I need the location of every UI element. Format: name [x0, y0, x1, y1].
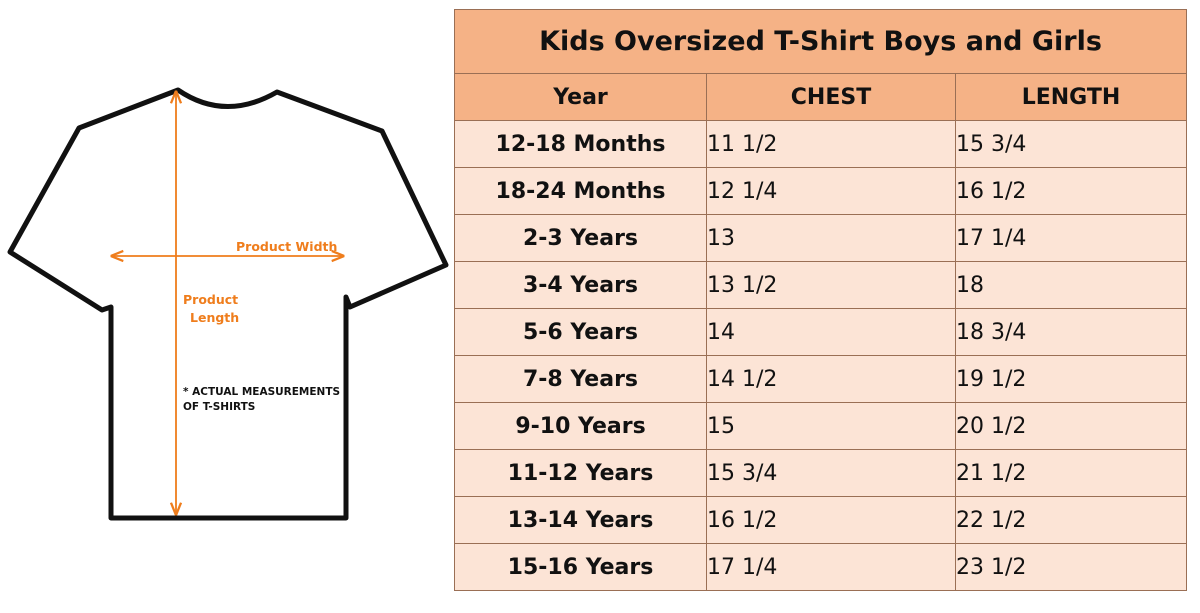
year-cell: 18-24 Months	[454, 167, 707, 215]
chest-cell: 17 1/4	[706, 543, 956, 591]
length-cell: 17 1/4	[954, 214, 1188, 262]
table-row: 11-12 Years 15 3/4 21 1/2	[454, 449, 1188, 497]
header-year: Year	[454, 73, 707, 121]
year-cell: 9-10 Years	[454, 402, 707, 450]
size-chart-table: Kids Oversized T-Shirt Boys and Girls Ye…	[453, 9, 1188, 591]
table-row: 7-8 Years 14 1/2 19 1/2	[454, 355, 1188, 403]
chest-cell: 12 1/4	[706, 167, 956, 215]
chest-cell: 15 3/4	[706, 449, 956, 497]
table-row: 15-16 Years 17 1/4 23 1/2	[454, 543, 1188, 591]
year-cell: 3-4 Years	[454, 261, 707, 309]
length-cell: 19 1/2	[954, 355, 1188, 403]
t-shirt-diagram: Product Width Product Length * ACTUAL ME…	[0, 0, 450, 608]
table-title: Kids Oversized T-Shirt Boys and Girls	[453, 9, 1188, 74]
year-cell: 5-6 Years	[454, 308, 707, 356]
title-row: Kids Oversized T-Shirt Boys and Girls	[453, 9, 1188, 74]
chest-cell: 13	[706, 214, 956, 262]
table-row: 18-24 Months 12 1/4 16 1/2	[454, 167, 1188, 215]
product-length-label-line2: Length	[190, 310, 240, 325]
chest-cell: 15	[706, 402, 956, 450]
year-cell: 7-8 Years	[454, 355, 707, 403]
length-cell: 20 1/2	[954, 402, 1188, 450]
table-row: 12-18 Months 11 1/2 15 3/4	[454, 120, 1188, 168]
t-shirt-icon	[7, 87, 449, 521]
chest-cell: 16 1/2	[706, 496, 956, 544]
length-cell: 18 3/4	[954, 308, 1188, 356]
length-cell: 16 1/2	[954, 167, 1188, 215]
chest-cell: 14 1/2	[706, 355, 956, 403]
year-cell: 12-18 Months	[454, 120, 707, 168]
table-row: 2-3 Years 13 17 1/4	[454, 214, 1188, 262]
header-length: LENGTH	[954, 73, 1188, 121]
table-row: 9-10 Years 15 20 1/2	[454, 402, 1188, 450]
length-cell: 22 1/2	[954, 496, 1188, 544]
t-shirt-outline	[7, 87, 449, 521]
length-cell: 23 1/2	[954, 543, 1188, 591]
year-cell: 11-12 Years	[454, 449, 707, 497]
measurement-note-line2: OF T-SHIRTS	[183, 401, 256, 413]
chest-cell: 13 1/2	[706, 261, 956, 309]
year-cell: 2-3 Years	[454, 214, 707, 262]
length-cell: 15 3/4	[954, 120, 1188, 168]
length-cell: 18	[954, 261, 1188, 309]
chest-cell: 11 1/2	[706, 120, 956, 168]
year-cell: 13-14 Years	[454, 496, 707, 544]
header-row: Year CHEST LENGTH	[454, 73, 1188, 121]
table-row: 13-14 Years 16 1/2 22 1/2	[454, 496, 1188, 544]
chest-cell: 14	[706, 308, 956, 356]
product-width-label: Product Width	[236, 239, 338, 254]
length-cell: 21 1/2	[954, 449, 1188, 497]
table-row: 3-4 Years 13 1/2 18	[454, 261, 1188, 309]
measurement-note-line1: * ACTUAL MEASUREMENTS	[183, 386, 341, 398]
product-length-label-line1: Product	[183, 292, 239, 307]
header-chest: CHEST	[706, 73, 956, 121]
table-row: 5-6 Years 14 18 3/4	[454, 308, 1188, 356]
year-cell: 15-16 Years	[454, 543, 707, 591]
